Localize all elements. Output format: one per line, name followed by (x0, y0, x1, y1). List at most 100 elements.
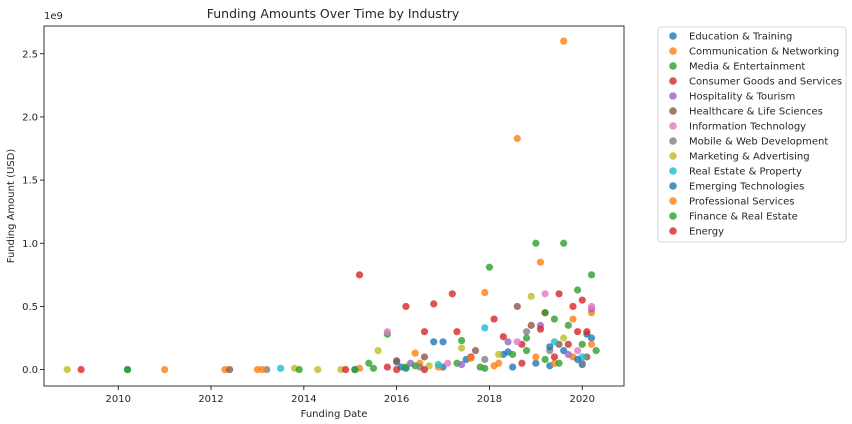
scatter-point (541, 290, 549, 298)
scatter-point (527, 321, 535, 329)
scatter-point (513, 134, 521, 143)
x-axis: 2010 2012 2014 2016 2018 2020 (106, 386, 595, 405)
series-group (383, 290, 596, 367)
y-tick-label: 1.5 (22, 176, 38, 187)
y-tick-label: 0.5 (22, 302, 38, 313)
scatter-point (569, 315, 577, 323)
legend-label: Emerging Technologies (689, 182, 804, 193)
legend: Education & Training Communication & Netw… (657, 26, 847, 243)
scatter-point (402, 363, 410, 371)
series-group (226, 302, 591, 374)
y-tick-label: 2.5 (22, 49, 38, 60)
scatter-point (592, 347, 600, 355)
legend-marker (669, 122, 677, 130)
x-tick-label: 2010 (106, 394, 131, 405)
scatter-point (550, 338, 559, 346)
legend-marker (669, 227, 677, 235)
scatter-point (434, 360, 442, 369)
scatter-point (226, 365, 234, 374)
scatter-point (295, 365, 303, 374)
legend-label: Hospitality & Tourism (689, 92, 795, 103)
scatter-point (536, 258, 545, 266)
legend-marker (669, 62, 677, 70)
scatter-point (365, 359, 373, 367)
y-offset-label: 1e9 (44, 11, 63, 22)
legend-label: Mobile & Web Development (689, 137, 828, 148)
scatter-point (509, 350, 517, 359)
legend-marker (669, 182, 677, 190)
scatter-point (411, 349, 419, 357)
scatter-point (77, 365, 85, 374)
scatter-point (536, 325, 545, 333)
legend-label: Professional Services (689, 197, 794, 208)
x-tick-label: 2014 (291, 394, 316, 405)
scatter-point (374, 347, 382, 355)
scatter-point (383, 328, 391, 336)
scatter-point (490, 315, 498, 323)
scatter-point (564, 340, 572, 348)
scatter-point (63, 365, 71, 374)
scatter-point (393, 357, 401, 365)
scatter-point (342, 365, 350, 374)
legend-label: Healthcare & Life Sciences (689, 107, 823, 118)
x-tick-label: 2012 (198, 394, 223, 405)
scatter-point (509, 363, 517, 371)
legend-marker (669, 32, 677, 40)
y-axis-label: Funding Amount (USD) (6, 149, 17, 264)
scatter-point (458, 360, 466, 369)
scatter-point (369, 364, 378, 372)
scatter-point (532, 239, 540, 247)
scatter-point (439, 338, 447, 346)
legend-label: Energy (689, 227, 724, 238)
scatter-point (314, 365, 322, 374)
series-group (277, 324, 586, 372)
legend-marker (669, 47, 677, 55)
legend-marker (669, 137, 677, 145)
plot-area (43, 25, 625, 387)
scatter-point (541, 309, 549, 317)
legend-label: Consumer Goods and Services (689, 77, 842, 88)
legend-marker (669, 107, 677, 115)
scatter-point (402, 302, 410, 311)
y-axis: 0.0 0.5 1.0 1.5 2.0 2.5 (22, 49, 44, 376)
scatter-point (578, 340, 586, 348)
scatter-point (550, 353, 559, 361)
scatter-point (499, 333, 507, 341)
scatter-point (453, 328, 461, 336)
scatter-point (277, 364, 285, 372)
scatter-point (481, 355, 489, 364)
legend-marker (669, 92, 677, 100)
scatter-point (574, 286, 582, 294)
y-tick-label: 0.0 (22, 365, 38, 376)
scatter-point (420, 353, 429, 361)
chart-title: Funding Amounts Over Time by Industry (207, 6, 460, 21)
y-tick-label: 2.0 (22, 112, 38, 123)
legend-marker (669, 77, 677, 85)
scatter-point (564, 321, 572, 329)
scatter-point (522, 347, 531, 355)
scatter-point (560, 239, 568, 247)
legend-label: Information Technology (689, 122, 806, 133)
scatter-point (430, 300, 438, 308)
scatter-point (587, 271, 596, 279)
scatter-point (467, 354, 475, 362)
scatter-point (574, 347, 582, 355)
scatter-point (420, 328, 429, 336)
scatter-point (351, 365, 359, 374)
legend-label: Marketing & Advertising (689, 152, 810, 163)
scatter-point (555, 290, 563, 298)
legend-label: Real Estate & Property (689, 167, 802, 178)
scatter-point (481, 364, 489, 372)
scatter-point (541, 355, 549, 364)
scatter-point (532, 353, 540, 361)
scatter-point (550, 315, 559, 323)
legend-marker (669, 197, 677, 205)
scatter-point (481, 288, 489, 297)
scatter-point (569, 302, 577, 311)
scatter-point (258, 365, 266, 374)
x-tick-label: 2016 (384, 394, 409, 405)
scatter-point (564, 350, 572, 359)
scatter-point (481, 324, 489, 332)
scatter-point (522, 328, 531, 336)
